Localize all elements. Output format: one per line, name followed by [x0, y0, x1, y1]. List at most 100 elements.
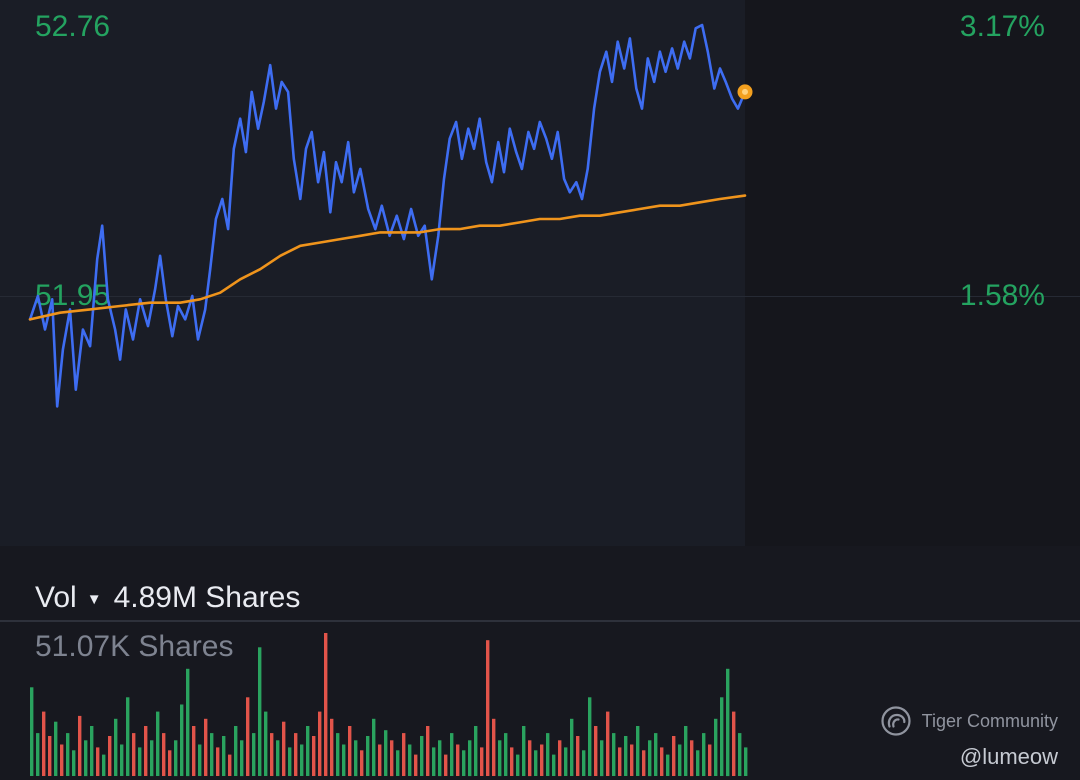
volume-bar	[630, 744, 634, 776]
volume-bar	[318, 711, 322, 776]
volume-chart-pane[interactable]: 51.07K Shares Tiger Community @lumeow	[0, 622, 1080, 780]
volume-label: Vol	[35, 581, 77, 614]
price-line-chart[interactable]	[0, 0, 1080, 546]
volume-bar	[222, 736, 226, 776]
volume-bar	[216, 747, 220, 776]
volume-bar	[126, 697, 130, 776]
volume-bar	[618, 747, 622, 776]
volume-bar	[174, 740, 178, 777]
volume-bar	[138, 747, 142, 776]
volume-bar	[516, 754, 520, 776]
volume-bar	[132, 733, 136, 776]
volume-bar	[342, 744, 346, 776]
volume-bar	[162, 733, 166, 776]
volume-bar	[522, 726, 526, 776]
volume-bar	[582, 750, 586, 776]
volume-bar	[402, 733, 406, 776]
volume-bar	[36, 733, 40, 776]
volume-bar	[306, 726, 310, 776]
volume-bar	[588, 697, 592, 776]
volume-indicator-selector[interactable]: Vol ▼	[35, 580, 102, 616]
volume-bar	[234, 726, 238, 776]
volume-bar	[480, 747, 484, 776]
volume-bar	[672, 736, 676, 776]
volume-bar	[552, 754, 556, 776]
volume-bar	[414, 754, 418, 776]
volume-bar	[78, 715, 82, 776]
volume-bar	[48, 736, 52, 776]
volume-bar	[570, 718, 574, 776]
volume-bar	[660, 747, 664, 776]
volume-bar	[510, 747, 514, 776]
high-price-label: 52.76	[35, 10, 111, 43]
price-chart-pane[interactable]: 52.76 3.17% 51.95 1.58%	[0, 0, 1080, 546]
volume-bar	[432, 747, 436, 776]
volume-bar	[498, 740, 502, 777]
volume-bar	[690, 740, 694, 777]
volume-bar	[84, 740, 88, 777]
volume-bar	[426, 726, 430, 776]
volume-bar	[684, 726, 688, 776]
volume-bar	[108, 736, 112, 776]
volume-bar	[198, 744, 202, 776]
volume-bar	[540, 744, 544, 776]
volume-bar	[66, 733, 70, 776]
volume-bar	[96, 747, 100, 776]
volume-bar	[204, 718, 208, 776]
volume-bar	[666, 754, 670, 776]
brand-watermark: Tiger Community	[879, 704, 1058, 738]
volume-bar	[270, 733, 274, 776]
volume-bar	[546, 733, 550, 776]
volume-bar	[276, 740, 280, 777]
volume-bar	[720, 697, 724, 776]
volume-bar	[240, 740, 244, 777]
volume-bar	[678, 744, 682, 776]
volume-bar	[150, 740, 154, 777]
mid-price-label: 51.95	[35, 279, 111, 312]
price-line	[28, 23, 747, 408]
session-elapsed-background	[0, 0, 745, 546]
volume-scale-label: 51.07K Shares	[35, 630, 234, 663]
volume-bar	[486, 640, 490, 776]
volume-bar	[636, 726, 640, 776]
volume-bar	[324, 633, 328, 776]
volume-bar	[384, 730, 388, 776]
brand-name: Tiger Community	[921, 711, 1058, 731]
volume-bar	[30, 687, 34, 776]
volume-bar	[726, 668, 730, 777]
volume-bar	[378, 744, 382, 776]
volume-bar	[42, 711, 46, 776]
volume-bar	[558, 740, 562, 777]
volume-bar	[396, 750, 400, 776]
volume-bar	[180, 704, 184, 776]
volume-bar	[594, 726, 598, 776]
volume-bar	[450, 733, 454, 776]
volume-bar	[408, 744, 412, 776]
volume-bar	[744, 747, 748, 776]
volume-bar	[420, 736, 424, 776]
volume-bar	[246, 697, 250, 776]
volume-bar	[600, 740, 604, 777]
volume-bar-chart[interactable]	[0, 626, 1080, 780]
volume-bar	[144, 726, 148, 776]
volume-bar	[474, 726, 478, 776]
volume-bar	[702, 733, 706, 776]
volume-bar	[228, 754, 232, 776]
volume-total-value: 4.89M Shares	[113, 581, 301, 614]
volume-bar	[294, 733, 298, 776]
volume-bar	[648, 740, 652, 777]
volume-bar	[186, 668, 190, 777]
volume-bar	[300, 744, 304, 776]
volume-bar	[168, 750, 172, 776]
volume-bar	[462, 750, 466, 776]
volume-header: Vol ▼ 4.89M Shares	[35, 580, 1045, 616]
volume-bar	[360, 750, 364, 776]
volume-bar	[738, 733, 742, 776]
volume-bar	[348, 726, 352, 776]
current-price-marker-core	[742, 88, 748, 95]
volume-bar	[60, 744, 64, 776]
high-percent-label: 3.17%	[959, 10, 1045, 43]
volume-bar	[258, 647, 262, 776]
volume-bar	[696, 750, 700, 776]
